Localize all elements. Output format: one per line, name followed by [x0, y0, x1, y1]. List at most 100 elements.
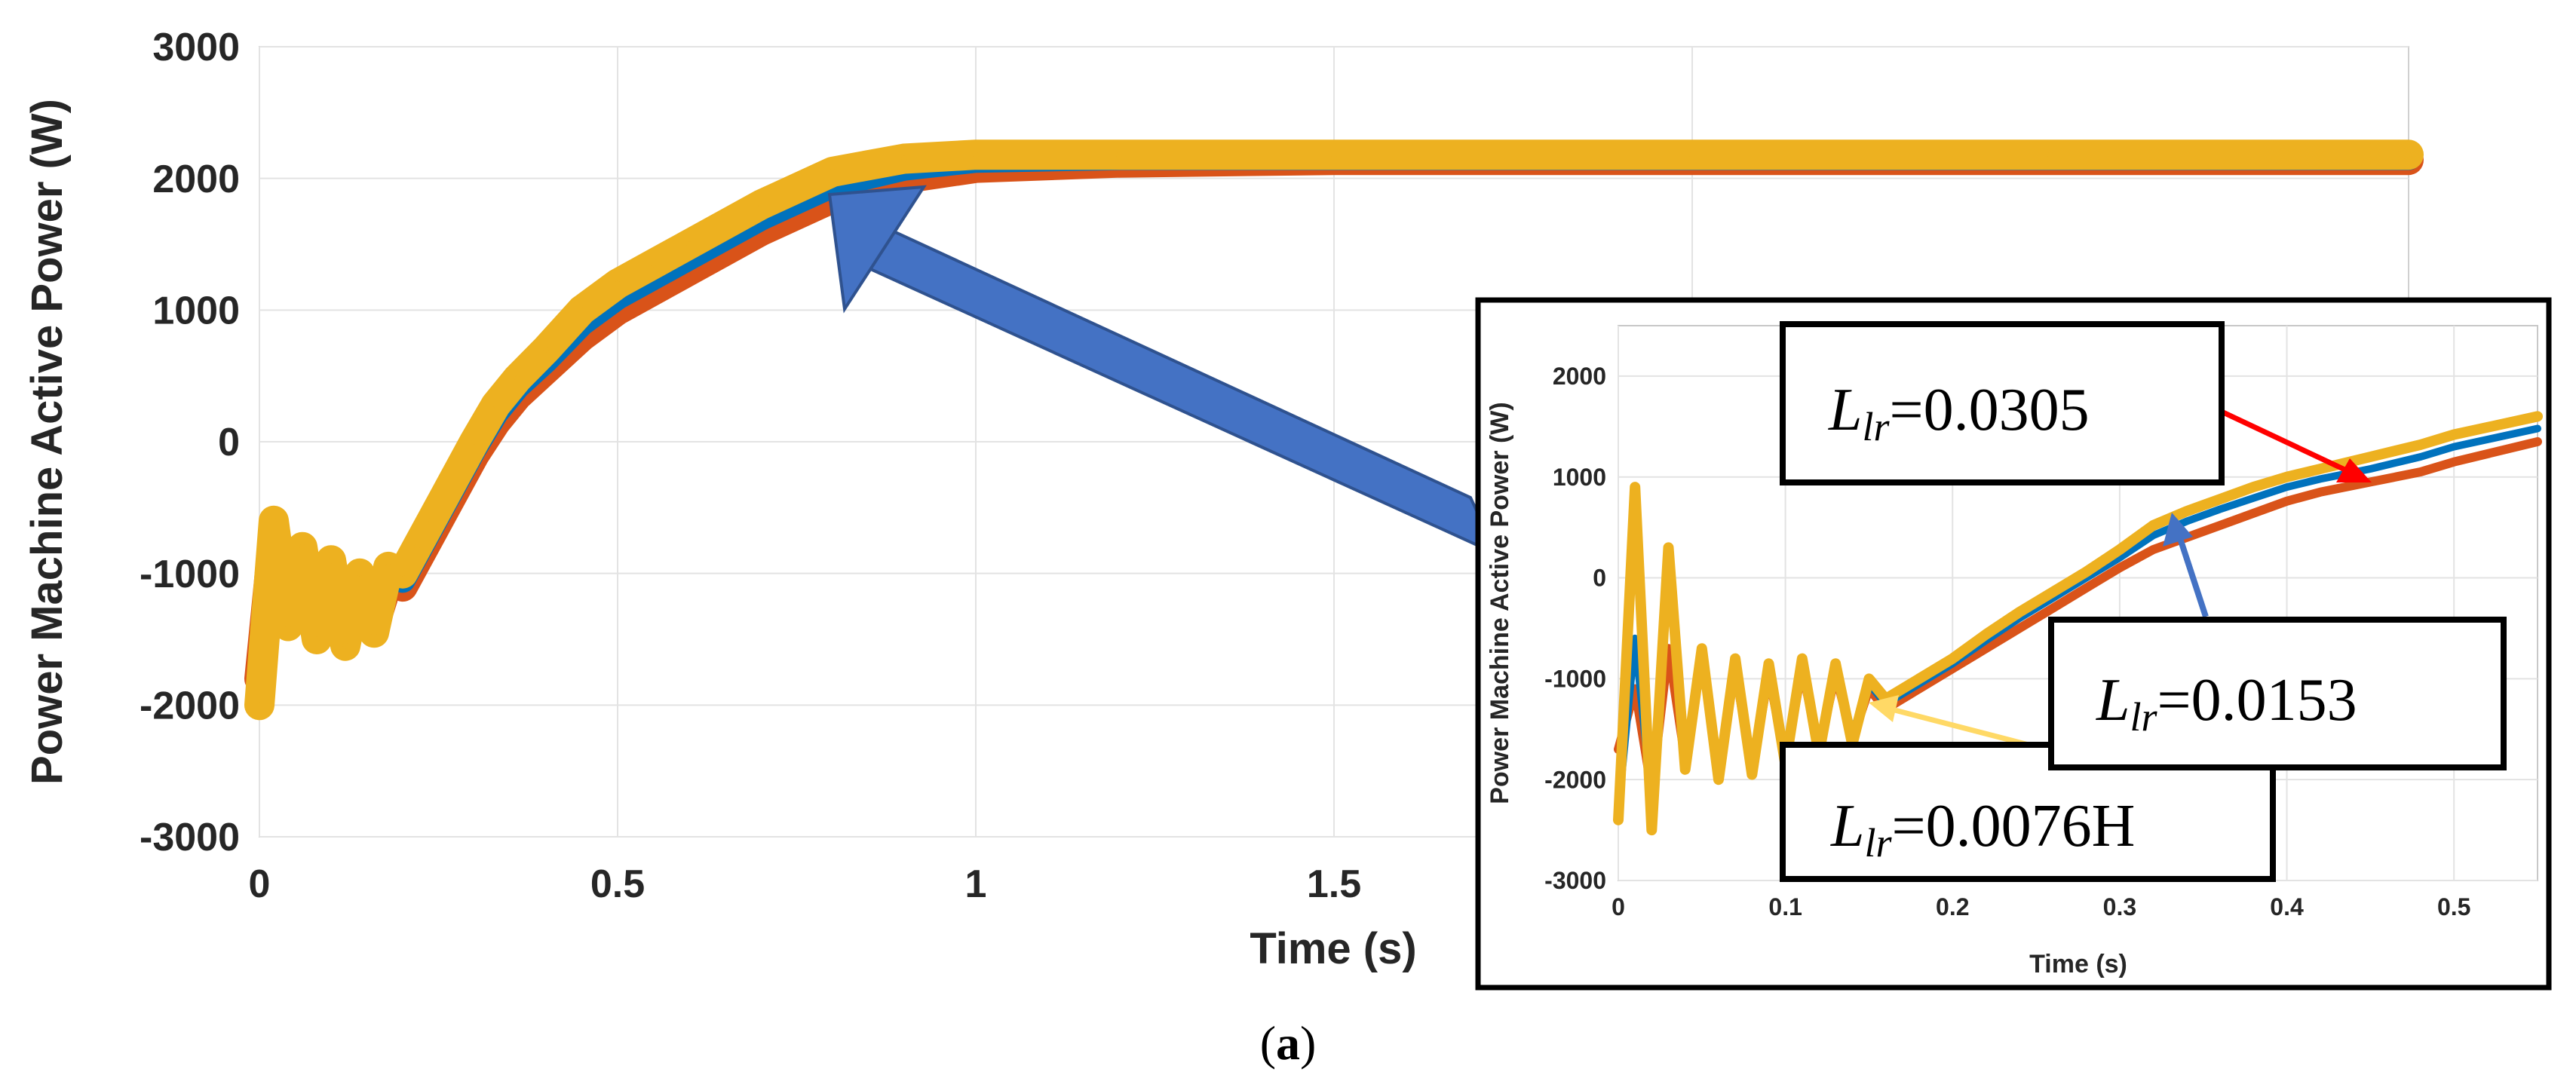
inset-y-tick-label: 0 — [1593, 565, 1606, 592]
main-series-2-point — [314, 636, 320, 642]
inset-series-2-point — [1667, 546, 1670, 550]
main-x-tick-label: 0 — [249, 862, 271, 906]
inset-series-2-point — [1984, 632, 1988, 636]
annotation-box-0305: Llr=0.0305 — [1780, 321, 2225, 485]
main-y-tick-label: -1000 — [140, 553, 240, 596]
inset-y-tick-label: -1000 — [1544, 666, 1606, 693]
main-x-tick-label: 1.5 — [1307, 862, 1361, 906]
inset-y-tick-label: 1000 — [1553, 464, 1606, 491]
inset-series-2-point — [1633, 485, 1637, 489]
inset-series-2-point — [1716, 778, 1720, 782]
inset-series-0-point — [2218, 523, 2222, 527]
main-x-tick-label: 1 — [965, 862, 987, 906]
inset-series-1-point — [2218, 507, 2222, 511]
inset-y-tick-label: 2000 — [1553, 363, 1606, 390]
main-series-2-point — [457, 464, 463, 471]
main-series-2-point — [328, 557, 334, 564]
main-series-2-point — [256, 702, 262, 709]
inset-series-2-point — [1951, 657, 1955, 660]
main-y-tick-label: 2000 — [152, 158, 240, 201]
main-series-2-point — [686, 241, 692, 247]
inset-series-2-point — [2084, 570, 2088, 574]
inset-series-2-point — [2536, 415, 2539, 418]
inset-series-group — [1613, 411, 2543, 836]
inset-series-0-point — [2051, 606, 2055, 610]
inset-y-tick-label: -3000 — [1544, 867, 1606, 894]
main-series-2-point — [443, 491, 449, 498]
inset-series-1-point — [2418, 455, 2422, 458]
inset-series-1-point — [2185, 519, 2188, 523]
main-series-group — [244, 139, 2424, 721]
inset-series-2-point — [1917, 677, 1921, 681]
inset-series-0-point — [2285, 499, 2289, 503]
main-y-tick-labels: 3000 2000 1000 0 -1000 -2000 -3000 — [140, 26, 240, 859]
inset-series-0-point — [2418, 470, 2422, 474]
inset-series-1-point — [2452, 445, 2456, 449]
inset-series-0-point — [2252, 511, 2256, 515]
inset-series-0-point — [1984, 647, 1988, 651]
main-series-2-point — [285, 623, 291, 629]
main-series-2-point — [1116, 152, 1122, 158]
annotation-arrow-yellow — [1869, 695, 2029, 748]
inset-series-2-point — [1767, 662, 1771, 666]
main-series-2-point — [830, 168, 836, 175]
inset-series-1-point — [2252, 496, 2256, 500]
main-series-2-point — [414, 544, 420, 550]
annotation-box-0153: Llr=0.0153 — [2048, 617, 2507, 770]
main-y-tick-label: 3000 — [152, 26, 240, 69]
inset-x-tick-labels: 0 0.1 0.2 0.3 0.4 0.5 — [1612, 893, 2470, 920]
annotation-label-0305: Llr=0.0305 — [1828, 377, 2090, 449]
inset-series-1-point — [2536, 427, 2539, 430]
inset-series-0-point — [2151, 548, 2155, 552]
main-series-2-point — [901, 155, 907, 162]
inset-series-2-point — [2369, 455, 2372, 458]
inset-x-tick-label: 0.5 — [2437, 893, 2470, 920]
inset-series-2-point — [1750, 773, 1754, 776]
inset-series-0-point — [2084, 586, 2088, 590]
main-series-2-point — [615, 280, 621, 287]
main-series-2-point — [471, 439, 477, 445]
main-x-axis-label: Time (s) — [1250, 924, 1416, 973]
inset-series-2-point — [2252, 485, 2256, 489]
main-y-tick-label: 1000 — [152, 289, 240, 333]
inset-series-2-point — [2285, 475, 2289, 479]
annotation-arrow-blue — [2163, 513, 2209, 618]
inset-series-1-point — [2369, 467, 2372, 471]
inset-chart: 2000 1000 0 -1000 -2000 -3000 0 0.1 0.2 0.3 0.4 0.… — [1475, 297, 2552, 991]
main-series-2-point — [1689, 152, 1695, 158]
inset-series-2-point — [2051, 590, 2055, 594]
inset-series-2-point — [2318, 467, 2322, 471]
main-series-2-point — [1331, 152, 1337, 158]
main-series-2-point — [357, 570, 363, 577]
main-y-axis-label: Power Machine Active Power (W) — [23, 99, 72, 785]
main-series-2-point — [371, 629, 377, 636]
inset-y-tick-labels: 2000 1000 0 -1000 -2000 -3000 — [1544, 363, 1606, 894]
inset-series-2-point — [2118, 548, 2121, 552]
main-series-2-point — [2406, 152, 2412, 158]
inset-series-0-point — [2318, 490, 2322, 494]
main-series-2-point — [973, 152, 979, 158]
main-series-2-point — [578, 307, 585, 314]
inset-x-tick-label: 0.3 — [2103, 893, 2136, 920]
inset-series-2-point — [2452, 433, 2456, 436]
inset-series-1-point — [2151, 534, 2155, 537]
main-series-2-point — [400, 570, 406, 577]
inset-series-2-point — [2017, 611, 2021, 614]
inset-series-2-point — [1834, 662, 1838, 666]
inset-x-tick-label: 0.2 — [1936, 893, 1969, 920]
inset-series-2-point — [1867, 677, 1871, 681]
inset-series-1-point — [2285, 485, 2289, 489]
main-series-2-point — [758, 201, 764, 208]
inset-series-1-point — [1633, 636, 1637, 640]
main-series-2-point — [385, 563, 391, 570]
main-x-tick-label: 0.5 — [590, 862, 645, 906]
main-series-line-2 — [244, 139, 2424, 721]
annotation-label-0076: Llr=0.0076H — [1830, 793, 2135, 865]
inset-series-2-point — [1650, 828, 1654, 832]
annotation-label-0153: Llr=0.0153 — [2096, 667, 2357, 740]
main-series-2-point — [271, 517, 277, 524]
main-y-tick-label: -3000 — [140, 816, 240, 859]
main-y-tick-label: 0 — [218, 421, 240, 464]
inset-series-0-point — [2118, 566, 2121, 570]
annotation-box-0076: Llr=0.0076H — [1780, 742, 2276, 882]
